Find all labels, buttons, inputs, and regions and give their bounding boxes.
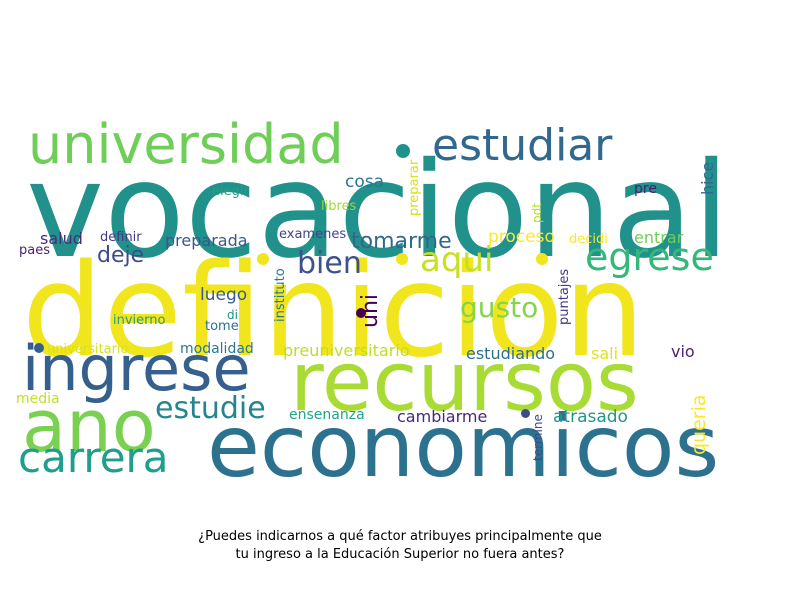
word-universitario: universitario xyxy=(47,342,129,357)
dot-definicion-i2 xyxy=(396,253,408,265)
word-estudiando: estudiando xyxy=(466,344,556,363)
word-recursos: recursos xyxy=(290,335,639,430)
word-universidad: universidad xyxy=(28,113,344,176)
word-atrasado: atrasado xyxy=(553,407,628,427)
word-examenes: examenes xyxy=(279,227,347,242)
word-instituto: instituto xyxy=(273,268,288,322)
word-elegir: elegir xyxy=(212,184,249,199)
dot-ingrese-i xyxy=(34,343,44,353)
word-vio: vio xyxy=(671,342,695,361)
word-ano: ano xyxy=(22,384,156,468)
word-media: media xyxy=(16,391,60,407)
dot-termine-i xyxy=(521,409,530,418)
word-luego: luego xyxy=(200,285,248,305)
word-cosa: cosa xyxy=(345,172,385,192)
word-definicion: definicion xyxy=(22,237,645,386)
word-cambiarme: cambiarme xyxy=(397,407,488,426)
word-economicos: economicos xyxy=(207,397,720,497)
word-di: di xyxy=(227,308,238,322)
word-carrera: carrera xyxy=(18,433,169,482)
word-ensenanza: ensenanza xyxy=(289,407,365,423)
word-ingrese: ingrese xyxy=(22,332,251,405)
word-paes: paes xyxy=(19,243,50,258)
word-estudie: estudie xyxy=(155,391,266,426)
word-sali: sali xyxy=(591,344,619,363)
word-vocacional: vocacional xyxy=(26,134,730,288)
caption-line-1: ¿Puedes indicarnos a qué factor atribuye… xyxy=(198,529,602,544)
word-puntajes: puntajes xyxy=(557,268,572,325)
word-definir: definir xyxy=(100,230,142,245)
word-entrar: entrar xyxy=(634,228,684,247)
word-pre: pre xyxy=(634,181,657,197)
word-preuniversitario: preuniversitario xyxy=(283,341,410,360)
word-preparar: preparar xyxy=(407,159,422,216)
word-termine: termine xyxy=(531,414,545,461)
word-tome: tome xyxy=(205,319,239,334)
word-bien: bien xyxy=(297,246,362,281)
word-gusto: gusto xyxy=(460,291,539,324)
word-deje: deje xyxy=(97,243,145,268)
word-egrese: egrese xyxy=(585,235,714,279)
dot-uni-i xyxy=(356,308,366,318)
dot-vocacional-i xyxy=(396,144,410,158)
word-tomarme: tomarme xyxy=(351,229,452,254)
word-hice: hice xyxy=(698,161,717,195)
word-decidi: decidi xyxy=(569,232,608,247)
word-libres: libres xyxy=(321,199,357,214)
word-preparada: preparada xyxy=(165,231,248,250)
word-modalidad: modalidad xyxy=(180,341,254,357)
word-estudiar: estudiar xyxy=(432,120,613,171)
word-aqui: aqui xyxy=(420,240,494,280)
caption-line-2: tu ingreso a la Educación Superior no fu… xyxy=(235,547,565,562)
dot-definicion-i3 xyxy=(536,253,548,265)
word-invierno: invierno xyxy=(113,313,166,328)
word-salud: salud xyxy=(40,229,83,248)
word-queria: queria xyxy=(688,394,710,455)
figure-caption: ¿Puedes indicarnos a qué factor atribuye… xyxy=(0,528,800,564)
word-proceso: proceso xyxy=(488,227,555,247)
word-pdt: pdt xyxy=(530,203,544,223)
dot-definicion-i1 xyxy=(257,253,269,265)
